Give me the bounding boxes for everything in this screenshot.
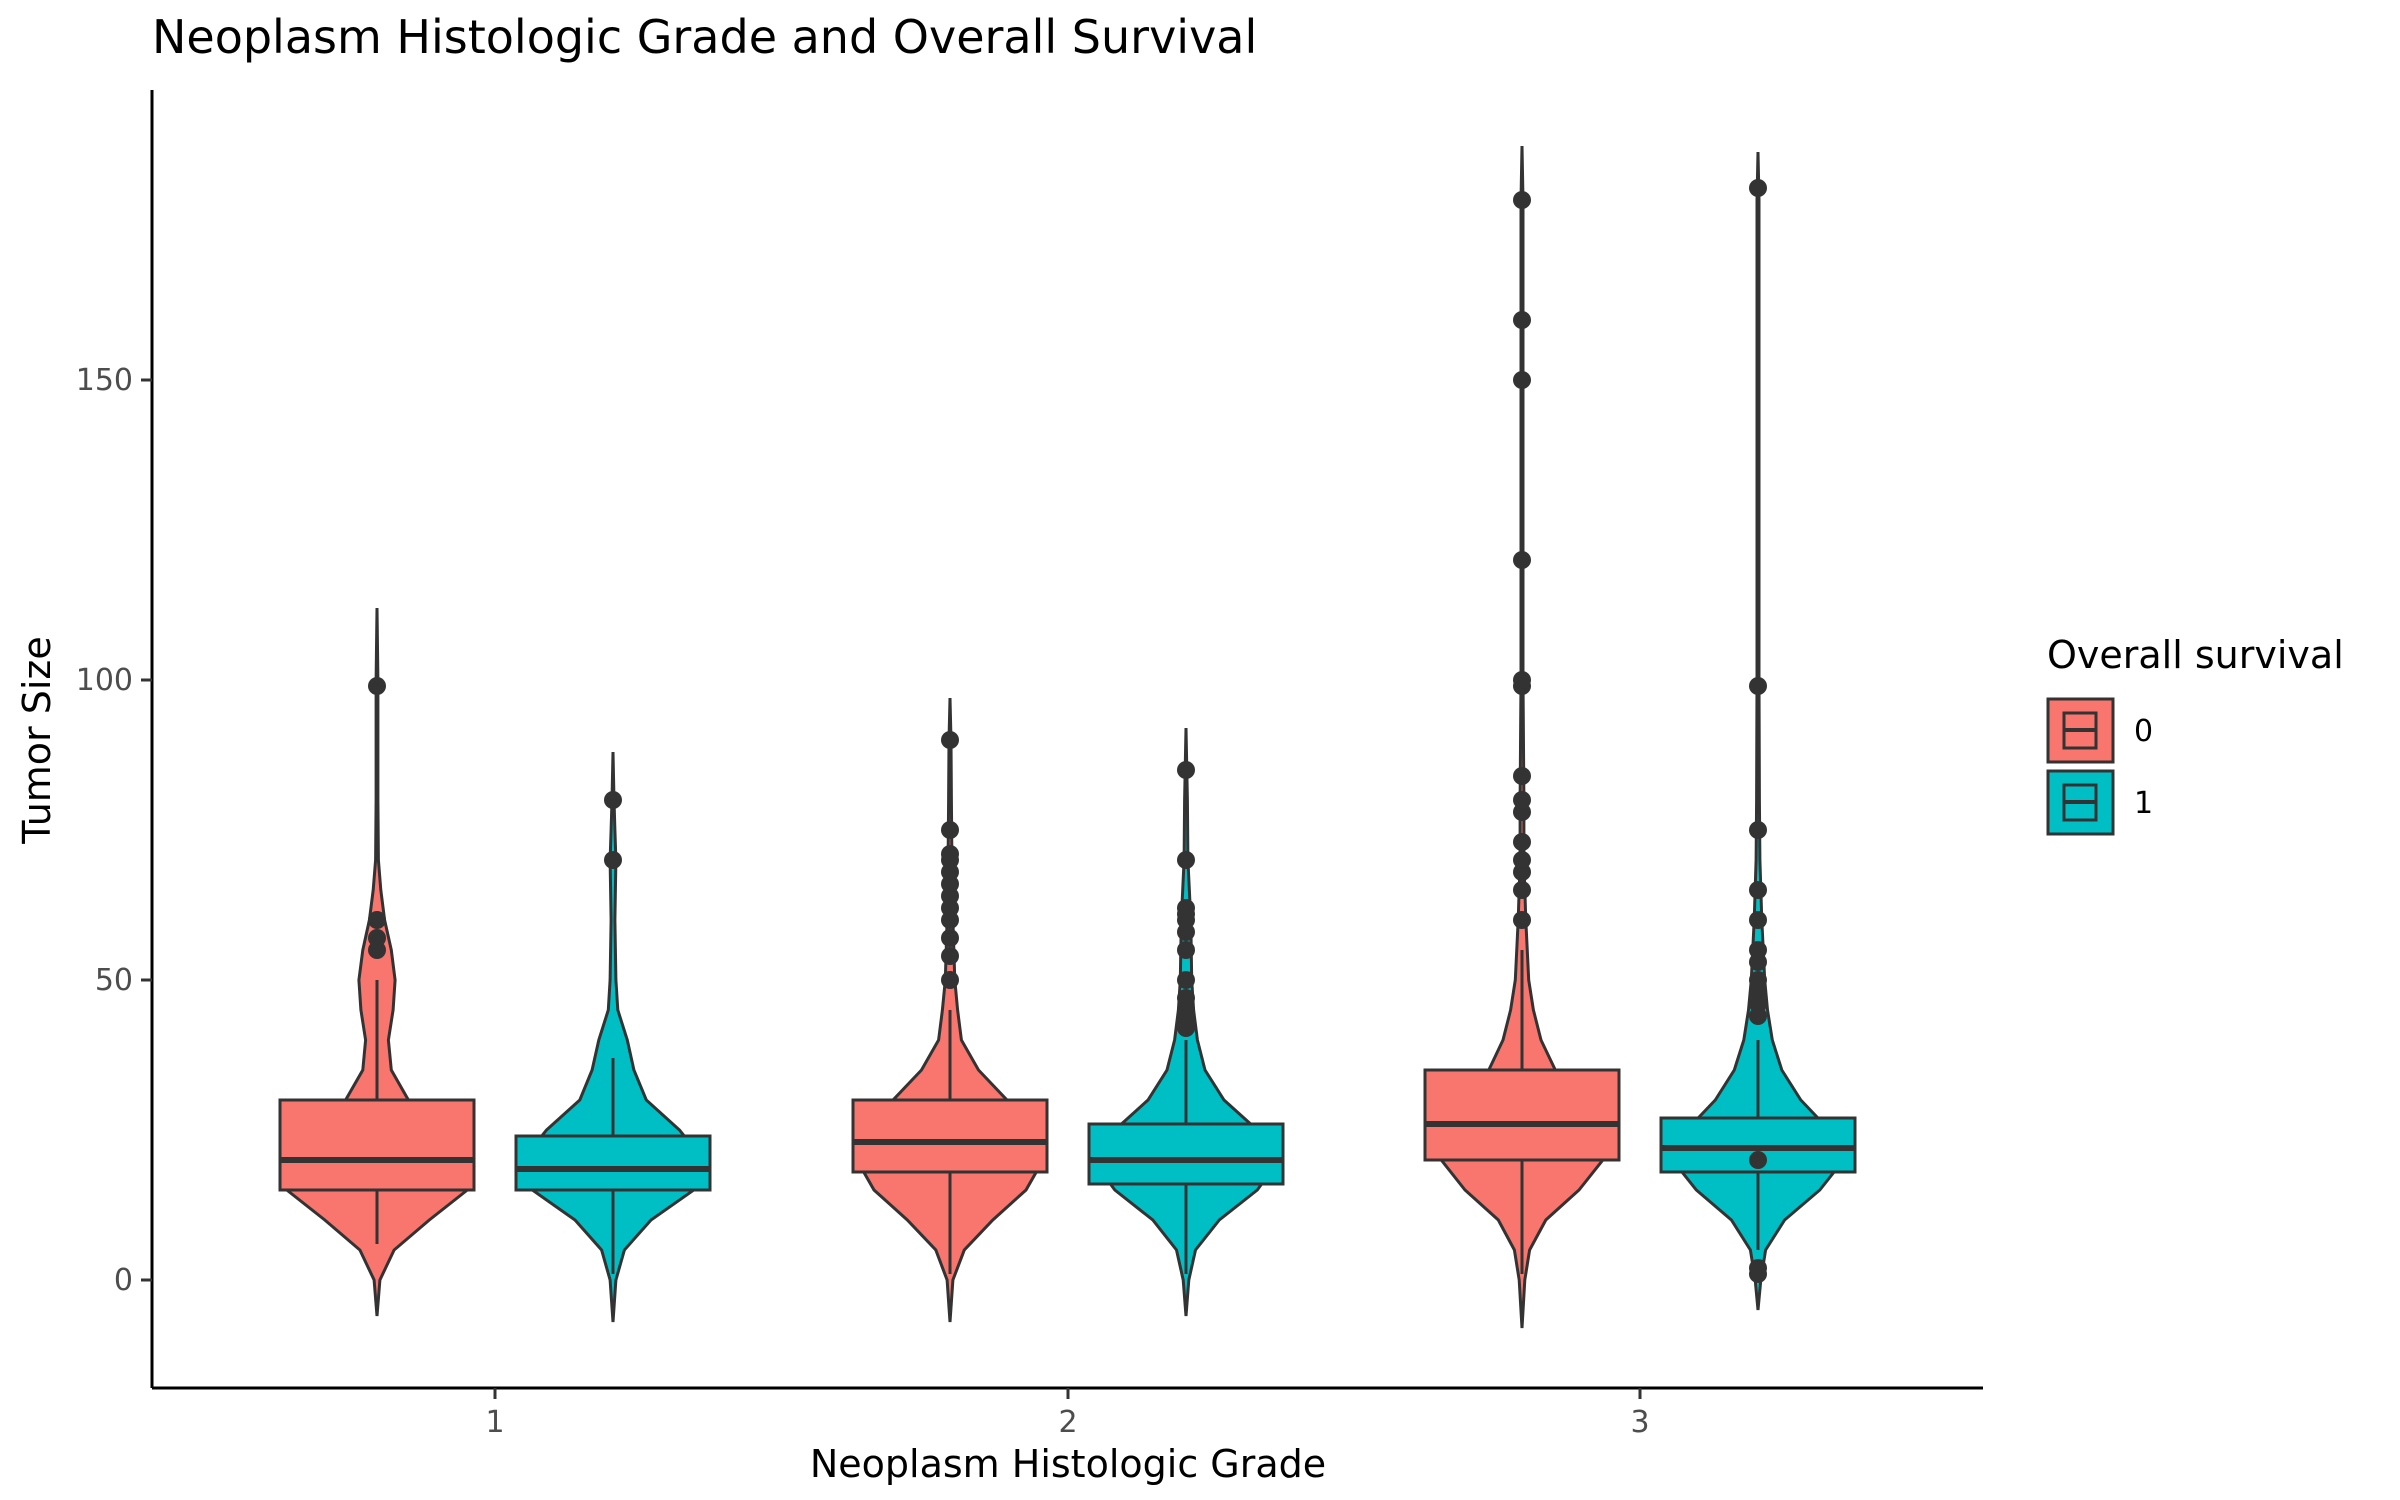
outlier-point xyxy=(1513,671,1531,689)
outlier-point xyxy=(1749,941,1767,959)
outlier-point xyxy=(1749,1259,1767,1277)
x-tick-label: 1 xyxy=(485,1405,504,1440)
outlier-point xyxy=(941,821,959,839)
box-iqr xyxy=(851,1098,1049,1174)
outlier-point xyxy=(1177,899,1195,917)
outlier-point xyxy=(1513,791,1531,809)
legend-label: 0 xyxy=(2134,714,2153,749)
outlier-point xyxy=(368,911,386,929)
legend-title: Overall survival xyxy=(2047,633,2344,677)
outlier-point xyxy=(1177,971,1195,989)
outlier-point xyxy=(941,731,959,749)
box-iqr xyxy=(514,1134,712,1192)
outlier-point xyxy=(1513,191,1531,209)
outlier-point xyxy=(1749,1151,1767,1169)
y-tick-label: 50 xyxy=(95,963,133,998)
outlier-point xyxy=(1177,851,1195,869)
box-iqr xyxy=(278,1098,476,1192)
outlier-point xyxy=(1749,911,1767,929)
x-axis-ticks: 1 2 3 xyxy=(485,1388,1650,1440)
y-axis-title: Tumor Size xyxy=(15,636,59,845)
plot-area xyxy=(278,145,1857,1329)
box-iqr xyxy=(1423,1068,1621,1162)
outlier-point xyxy=(941,845,959,863)
outlier-point xyxy=(1749,881,1767,899)
y-tick-label: 0 xyxy=(114,1263,133,1298)
outlier-point xyxy=(941,947,959,965)
outlier-point xyxy=(1749,677,1767,695)
outlier-point xyxy=(604,851,622,869)
violin-group xyxy=(851,697,1049,1323)
chart-title: Neoplasm Histologic Grade and Overall Su… xyxy=(152,10,1257,64)
outlier-point xyxy=(1513,311,1531,329)
violin-group xyxy=(1423,145,1621,1329)
outlier-point xyxy=(1513,371,1531,389)
outlier-point xyxy=(604,791,622,809)
x-tick-label: 2 xyxy=(1058,1405,1077,1440)
y-axis-ticks: 0 50 100 150 xyxy=(76,363,152,1298)
y-tick-label: 150 xyxy=(76,363,133,398)
outlier-point xyxy=(941,929,959,947)
x-axis-title: Neoplasm Histologic Grade xyxy=(810,1442,1326,1486)
x-tick-label: 3 xyxy=(1630,1405,1649,1440)
outlier-point xyxy=(368,929,386,947)
legend: Overall survival 0 1 xyxy=(2046,633,2344,836)
outlier-point xyxy=(941,971,959,989)
legend-label: 1 xyxy=(2134,786,2153,821)
box-iqr xyxy=(1087,1122,1285,1186)
outlier-point xyxy=(1513,851,1531,869)
violin-group xyxy=(1659,151,1857,1311)
outlier-point xyxy=(1177,761,1195,779)
outlier-point xyxy=(368,677,386,695)
y-tick-label: 100 xyxy=(76,663,133,698)
legend-key xyxy=(2046,769,2115,836)
outlier-point xyxy=(1513,881,1531,899)
outlier-point xyxy=(1513,833,1531,851)
outlier-point xyxy=(1177,941,1195,959)
outlier-point xyxy=(1749,821,1767,839)
violin-group xyxy=(514,751,712,1323)
legend-key xyxy=(2046,697,2115,764)
outlier-point xyxy=(1513,767,1531,785)
outlier-point xyxy=(1749,971,1767,989)
violin-group xyxy=(278,607,476,1317)
violin-group xyxy=(1087,727,1285,1317)
outlier-point xyxy=(1513,911,1531,929)
outlier-point xyxy=(1513,551,1531,569)
outlier-point xyxy=(1749,179,1767,197)
outlier-point xyxy=(1177,989,1195,1007)
